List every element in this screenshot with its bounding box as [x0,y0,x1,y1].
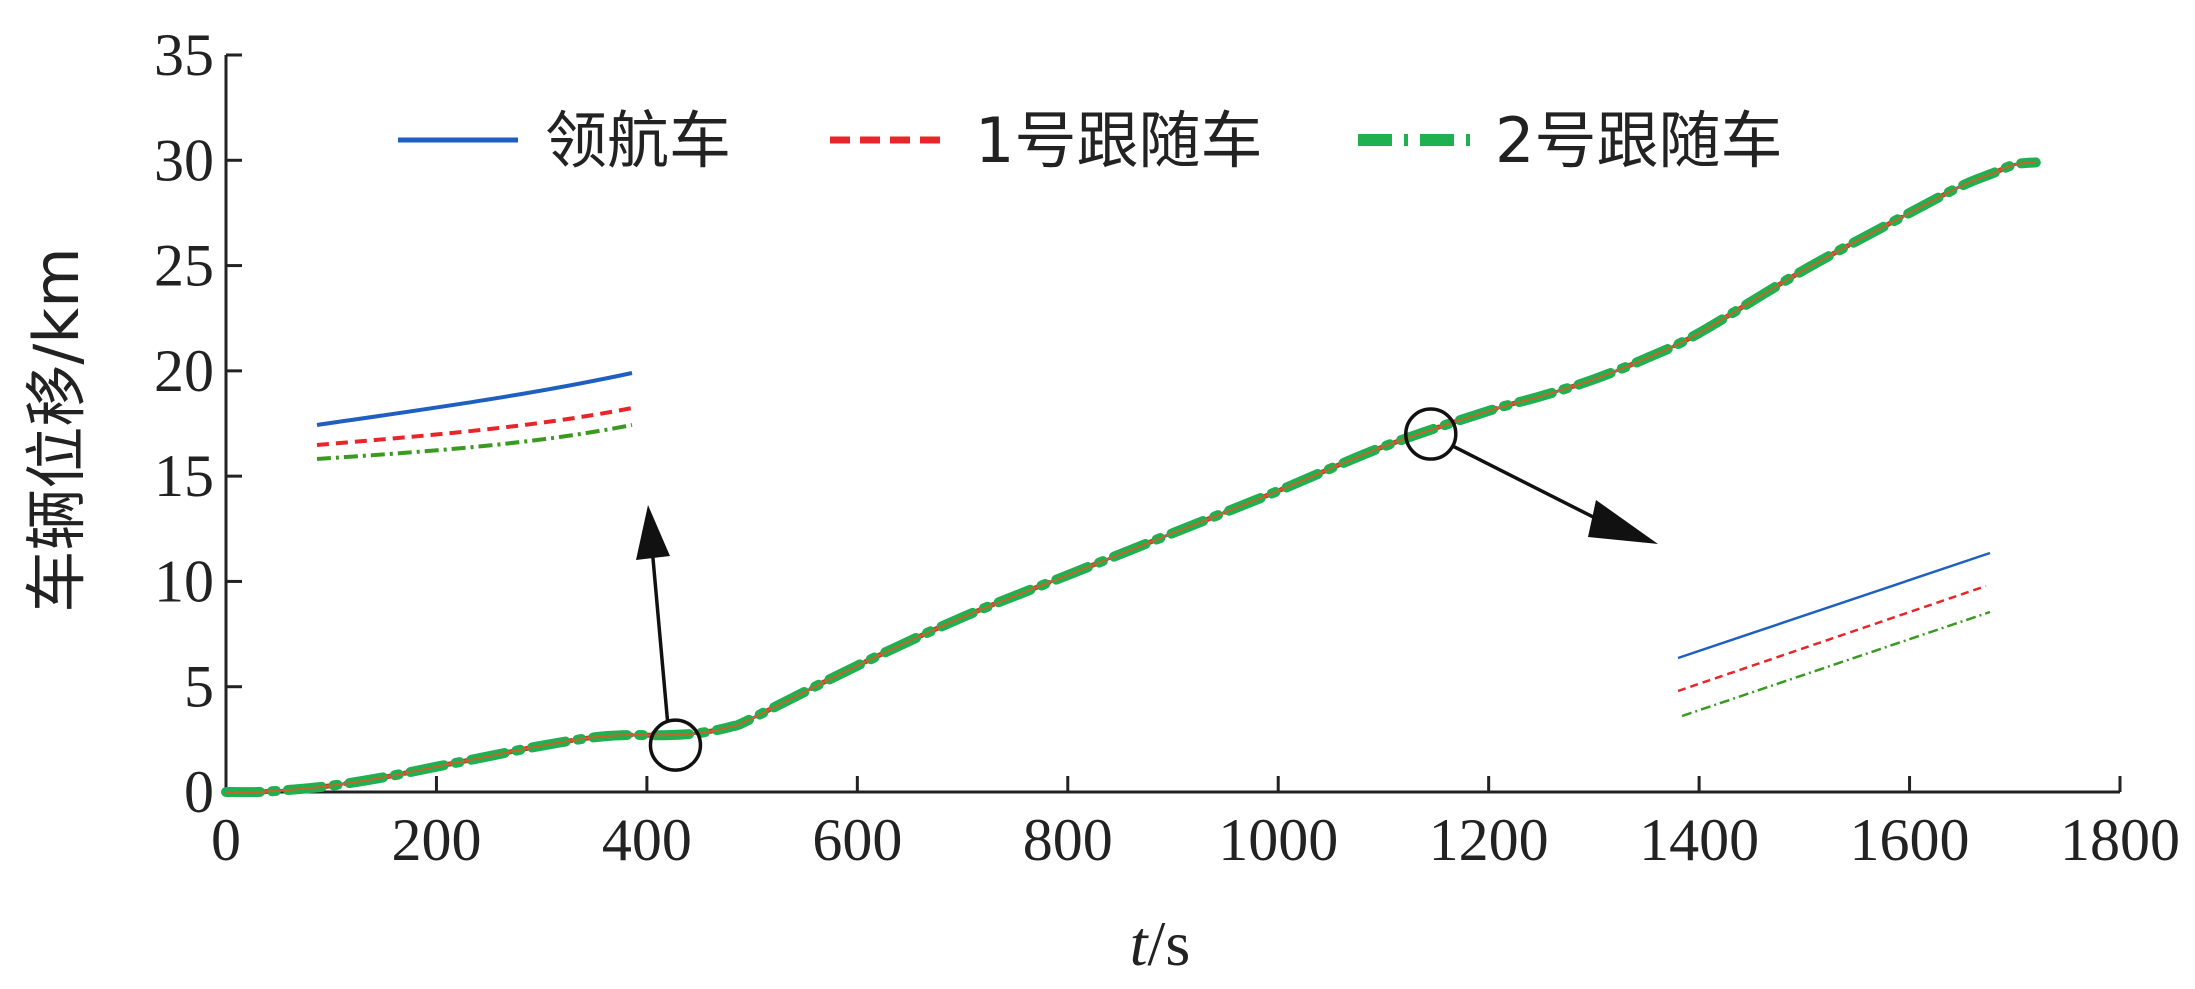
y-ticks: 0 5 10 15 20 25 30 35 [154,22,242,825]
inset1-line [316,423,633,461]
y-tick-label: 10 [154,548,214,614]
x-tick-label: 200 [391,807,481,873]
zoom-arrow-shaft [1452,444,1606,525]
legend-label: 2号跟随车 [1495,104,1782,177]
legend: 领航车 1号跟随车 2号跟随车 [398,104,1782,177]
y-tick-label: 15 [154,443,214,509]
y-tick-label: 30 [154,127,214,193]
y-tick-label: 20 [154,338,214,404]
zoom-insets [316,371,1991,718]
axes [224,55,2120,794]
zoom-arrow-head [636,505,670,560]
x-tick-label: 0 [211,807,241,873]
zoom-annotations [636,407,1658,772]
series-line-core [225,161,2036,794]
zoom-circle [648,718,703,772]
x-axis-title-italic: t [1130,908,1150,979]
series-line [224,160,2038,794]
x-tick-label: 1400 [1639,807,1759,873]
y-tick-label: 0 [184,759,214,825]
legend-label: 1号跟随车 [975,104,1262,177]
inset1-line [316,371,633,427]
zoom-arrow-head [1588,500,1658,544]
inset2-line [1677,551,1991,660]
series-lines [221,157,2041,798]
x-axis-title: t/s [1130,908,1190,979]
zoom-circle [1404,407,1458,461]
series-line [221,157,2041,798]
y-tick-label: 35 [154,22,214,88]
inset2-line [1677,584,1987,693]
x-tick-label: 600 [812,807,902,873]
inset1-line [316,406,633,447]
series-line [223,159,2039,795]
x-tick-label: 400 [602,807,692,873]
y-tick-label: 5 [184,654,214,720]
legend-label: 领航车 [545,104,731,177]
x-tick-label: 1800 [2060,807,2180,873]
y-tick-label: 25 [154,233,214,299]
x-tick-label: 1600 [1850,807,1970,873]
x-axis-title-unit: /s [1148,908,1191,979]
y-axis-title: 车辆位移/km [20,247,93,612]
x-tick-label: 800 [1023,807,1113,873]
x-tick-label: 1200 [1429,807,1549,873]
x-tick-label: 1000 [1218,807,1338,873]
inset2-line [1681,610,1991,718]
x-ticks: 0 200 400 600 800 1000 1200 1400 1600 1800 [211,776,2180,873]
